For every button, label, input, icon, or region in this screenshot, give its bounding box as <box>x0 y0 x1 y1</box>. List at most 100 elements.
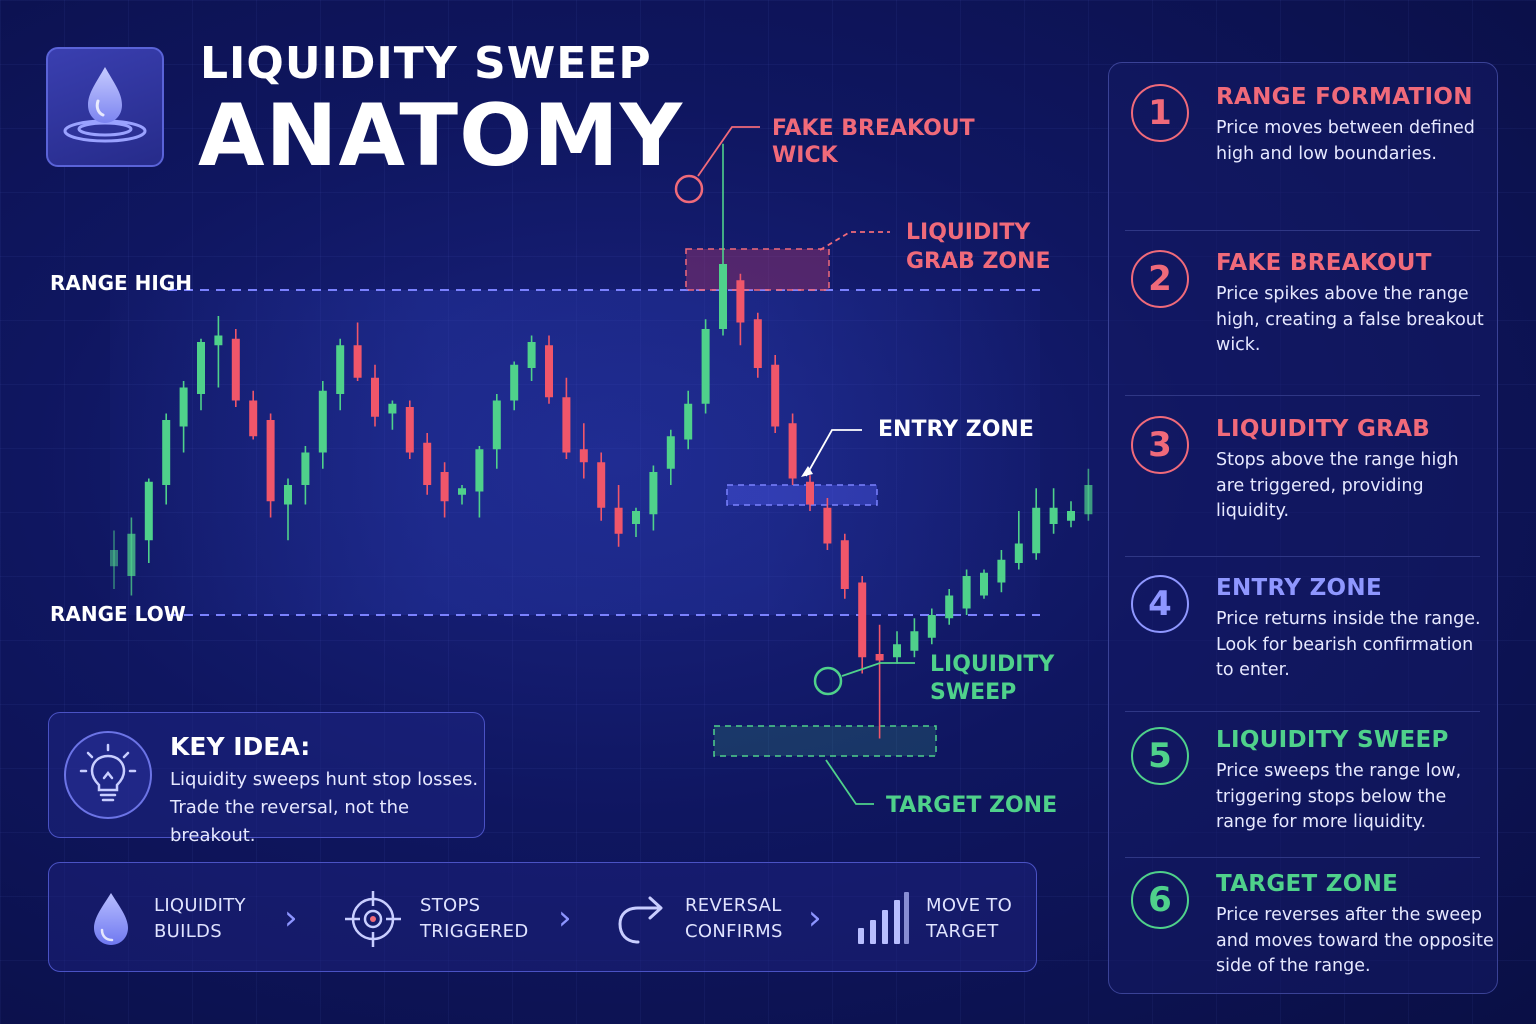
title-line-1: LIQUIDITY SWEEP <box>200 38 652 89</box>
bullish-candle <box>684 403 693 440</box>
flow-step-3-line-1: REVERSAL <box>685 895 782 916</box>
bullish-candle <box>701 329 710 404</box>
flow-step-3-line-2: CONFIRMS <box>685 921 783 942</box>
bearish-candle <box>405 407 414 453</box>
bullish-candle <box>666 436 675 469</box>
bullish-candle <box>719 264 727 329</box>
flow-chevron: › <box>558 898 572 938</box>
lightbulb-icon <box>64 731 152 819</box>
bullish-candle <box>388 403 397 414</box>
step-3-title: LIQUIDITY GRAB <box>1216 416 1431 442</box>
bullish-candle <box>284 485 292 505</box>
key-idea-title: KEY IDEA: <box>170 732 311 761</box>
liquidity-grab-zone <box>685 248 830 291</box>
step-2-number: 2 <box>1131 250 1189 308</box>
range-high-label: RANGE HIGH <box>50 271 192 295</box>
bearish-candle <box>440 472 449 502</box>
step-5-number: 5 <box>1131 727 1189 785</box>
bullish-candle <box>1049 507 1058 524</box>
bullish-candle <box>127 533 136 576</box>
bearish-candle <box>579 449 588 463</box>
step-2-text: Price spikes above the range high, creat… <box>1216 284 1484 355</box>
bearish-candle <box>249 400 258 437</box>
bullish-candle <box>910 631 919 651</box>
process-flow <box>48 862 1037 972</box>
grab-zone-label-2: GRAB ZONE <box>906 249 1051 274</box>
bullish-candle <box>336 345 345 394</box>
bearish-candle <box>423 442 432 485</box>
bearish-candle <box>788 423 797 479</box>
bullish-candle <box>1014 543 1023 563</box>
bullish-candle <box>980 572 988 596</box>
bullish-candle <box>458 488 466 495</box>
step-divider <box>1125 857 1480 858</box>
bar-signal-icon <box>858 892 909 944</box>
bearish-candle <box>806 481 814 505</box>
step-1-text: Price moves between defined high and low… <box>1216 118 1475 164</box>
fake-breakout-label-2: WICK <box>772 143 839 168</box>
entry-zone-label: ENTRY ZONE <box>878 417 1034 442</box>
bullish-candle <box>1084 485 1093 515</box>
grab-zone-pointer <box>819 231 890 251</box>
title-line-2: ANATOMY <box>198 86 684 186</box>
bullish-candle <box>144 481 153 541</box>
bearish-candle <box>266 420 275 502</box>
flow-step-4-line-2: TARGET <box>926 921 999 942</box>
bullish-candle <box>945 595 954 619</box>
bullish-candle <box>214 335 223 346</box>
step-6-text: Price reverses after the sweep and moves… <box>1216 905 1494 976</box>
bearish-candle <box>753 319 762 368</box>
step-divider <box>1125 711 1480 712</box>
sweep-marker <box>813 666 843 696</box>
bullish-candle <box>492 400 501 450</box>
grab-zone-label-1: LIQUIDITY <box>906 220 1031 245</box>
step-5-text: Price sweeps the range low, triggering s… <box>1216 761 1462 832</box>
entry-arrow-head <box>801 466 813 477</box>
bullish-candle <box>893 644 901 658</box>
bullish-candle <box>1032 507 1041 554</box>
bullish-candle <box>510 364 519 401</box>
flow-step-2-line-1: STOPS <box>420 895 481 916</box>
bullish-candle <box>1067 511 1075 521</box>
target-zone-pointer <box>825 759 874 805</box>
key-idea-text: Liquidity sweeps hunt stop losses. Trade… <box>170 769 479 846</box>
bearish-candle <box>875 654 884 661</box>
bearish-candle <box>771 364 780 427</box>
target-zone <box>713 725 937 757</box>
step-divider <box>1125 230 1480 231</box>
bearish-candle <box>736 280 745 323</box>
bullish-candle <box>649 472 658 515</box>
bullish-candle <box>527 342 536 368</box>
step-4-text: Price returns inside the range. Look for… <box>1216 609 1481 680</box>
flow-step-1-line-2: BUILDS <box>154 921 222 942</box>
entry-zone <box>726 484 878 506</box>
flow-step-2-line-2: TRIGGERED <box>420 921 529 942</box>
step-3-number: 3 <box>1131 416 1189 474</box>
step-1-title: RANGE FORMATION <box>1216 84 1473 110</box>
bearish-candle <box>597 462 606 508</box>
step-4-number: 4 <box>1131 575 1189 633</box>
step-2-title: FAKE BREAKOUT <box>1216 250 1432 276</box>
fake-breakout-label-1: FAKE BREAKOUT <box>772 116 975 141</box>
step-divider <box>1125 395 1480 396</box>
steps-panel <box>1108 62 1498 994</box>
bullish-candle <box>927 615 936 638</box>
bullish-candle <box>301 452 310 485</box>
bearish-candle <box>231 338 240 401</box>
bullish-candle <box>962 576 971 609</box>
step-6-title: TARGET ZONE <box>1216 871 1399 897</box>
target-zone-label: TARGET ZONE <box>886 793 1057 818</box>
flow-step-1-line-1: LIQUIDITY <box>154 895 246 916</box>
entry-zone-pointer <box>805 429 862 477</box>
bearish-candle <box>371 377 379 417</box>
bullish-candle <box>997 559 1006 583</box>
crosshair-icon <box>345 891 401 947</box>
bearish-candle <box>823 507 832 544</box>
fake-breakout-pointer <box>697 126 760 177</box>
fake-breakout-marker <box>674 174 704 204</box>
bearish-candle <box>545 345 553 398</box>
candles-group <box>110 143 1093 739</box>
bullish-candle <box>179 387 188 427</box>
step-6-number: 6 <box>1131 871 1189 929</box>
range-band <box>110 290 1040 615</box>
